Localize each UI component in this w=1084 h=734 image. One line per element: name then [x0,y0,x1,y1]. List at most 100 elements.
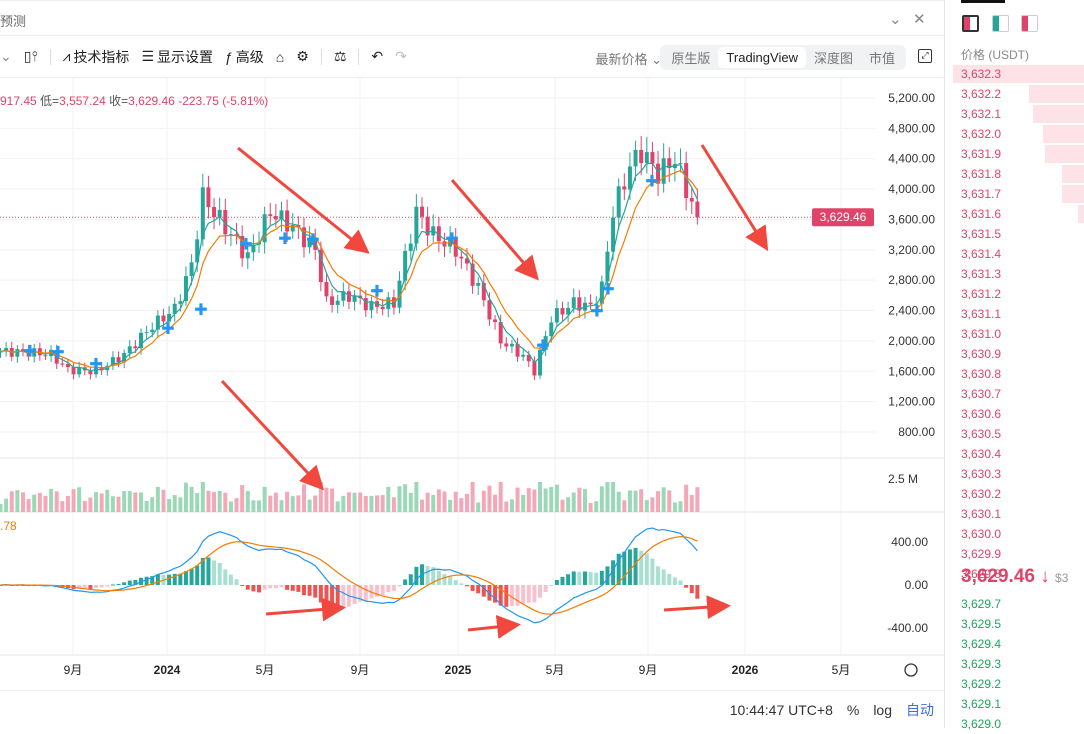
ask-row[interactable]: 3,631.1 [946,304,1084,324]
ask-row[interactable]: 3,631.7 [946,184,1084,204]
candle-type-button[interactable]: ▯⫯ [23,48,38,64]
candle [183,276,188,302]
candle [178,301,183,304]
candle [554,308,559,323]
ask-row[interactable]: 3,630.7 [946,384,1084,404]
candle [172,303,177,314]
candle [515,343,520,357]
bid-row[interactable]: 3,629.3 [946,654,1084,674]
template-icon[interactable]: ⌂ [275,48,285,65]
divider [320,48,322,65]
ask-row[interactable]: 3,630.8 [946,364,1084,384]
macd-histogram-bar [99,585,104,588]
macd-histogram-bar [122,582,127,585]
bid-row[interactable]: 3,629.0 [946,714,1084,734]
ask-row[interactable]: 3,631.4 [946,244,1084,264]
macd-histogram-bar [172,573,177,585]
volume-bar [285,491,290,512]
chevron-down-icon[interactable]: ⌄ [889,11,902,28]
redo-icon[interactable]: ↷ [395,48,407,64]
candle [330,296,335,305]
signal-marker: ✚ [445,231,458,248]
price-tick-label: 2,800.00 [888,273,935,287]
candle [639,149,644,164]
candle [470,263,475,286]
bid-row[interactable]: 3,629.4 [946,634,1084,654]
price-chart[interactable]: 5,200.00 4,800.00 4,400.00 4,000.00 3,600.00… [0,78,945,688]
ask-row[interactable]: 3,631.2 [946,284,1084,304]
macd-histogram-bar [133,579,138,585]
ask-row[interactable]: 3,630.1 [946,504,1084,524]
expand-icon[interactable]: ⤢ [918,49,932,63]
candle [228,234,233,236]
bids-view-icon[interactable] [992,15,1009,32]
ask-row[interactable]: 3,632.2 [946,84,1084,104]
ask-price: 3,632.0 [961,127,1002,141]
scale-icon[interactable]: ⚖ [333,48,347,64]
ask-row[interactable]: 3,630.0 [946,524,1084,544]
volume-bar [71,489,76,512]
indicators-button[interactable]: ⩘ 技术指标 [63,47,130,67]
macd-histogram-bar [639,550,644,585]
close-icon[interactable]: ✕ [913,11,926,28]
ask-row[interactable]: 3,632.3 [946,64,1084,84]
macd-histogram-bar [487,585,492,601]
macd-histogram-bar [318,585,323,603]
ask-row[interactable]: 3,631.8 [946,164,1084,184]
ask-row[interactable]: 3,630.9 [946,344,1084,364]
display-settings-button[interactable]: ☰ 显示设置 [141,47,213,67]
both-sides-view-icon[interactable] [962,15,979,32]
undo-icon[interactable]: ↶ [371,48,384,64]
bid-price: 3,629.1 [961,697,1002,711]
gear-icon[interactable]: ⚙ [296,48,309,64]
ask-row[interactable]: 3,630.3 [946,464,1084,484]
chart-panel: 预测 ⌄ ✕ ⌄ ▯⫯ ⩘ 技术指标 ☰ 显示设置 ƒ 高级 ⌂ ⚙ ⚖ ↶ ↷ 最新… [0,0,945,728]
ask-row[interactable]: 3,629.9 [946,544,1084,564]
volume-bar [633,490,638,512]
tab-depth[interactable]: 深度图 [813,51,853,66]
ask-row[interactable]: 3,630.2 [946,484,1084,504]
candle [493,319,498,323]
tab-native[interactable]: 原生版 [671,51,711,66]
bid-row[interactable]: 3,629.2 [946,674,1084,694]
volume-bar [639,489,644,512]
bid-price: 3,629.2 [961,677,1002,691]
volume-bar [330,488,335,512]
tab-market-cap[interactable]: 市值 [868,51,895,66]
chevron-down-icon[interactable]: ⌄ [0,48,12,64]
bid-row[interactable]: 3,629.7 [946,594,1084,614]
ask-row[interactable]: 3,631.0 [946,324,1084,344]
macd-tick-label: -400.00 [887,621,928,635]
bid-row[interactable]: 3,629.5 [946,614,1084,634]
volume-bar [183,482,188,512]
ask-row[interactable]: 3,631.9 [946,144,1084,164]
ask-row[interactable]: 3,631.3 [946,264,1084,284]
last-price-label: 3,629.46 [820,210,867,224]
percent-toggle[interactable]: % [846,701,860,718]
ask-row[interactable]: 3,632.0 [946,124,1084,144]
candle [279,210,284,220]
ask-row[interactable]: 3,631.6 [946,204,1084,224]
advanced-button[interactable]: ƒ 高级 [225,47,264,67]
macd-histogram-bar [431,567,436,585]
ask-row[interactable]: 3,632.1 [946,104,1084,124]
volume-bar [60,501,65,512]
bid-row[interactable]: 3,629.1 [946,694,1084,714]
ask-row[interactable]: 3,630.4 [946,444,1084,464]
ask-price: 3,630.0 [961,527,1002,541]
asks-view-icon[interactable] [1021,15,1038,32]
tab-tradingview[interactable]: TradingView [718,47,806,68]
candle [481,283,486,301]
candle [301,227,306,248]
volume-bar [577,487,582,512]
ask-row[interactable]: 3,630.5 [946,424,1084,444]
latest-price-select[interactable]: 最新价格 ⌄ [595,52,662,67]
ask-row[interactable]: 3,631.5 [946,224,1084,244]
bid-price: 3,629.3 [961,657,1002,671]
volume-bar [313,495,318,512]
log-toggle[interactable]: log [873,701,892,718]
ask-row[interactable]: 3,629.8 [946,564,1084,584]
ask-row[interactable]: 3,630.6 [946,404,1084,424]
candle [420,206,424,217]
auto-toggle[interactable]: 自动 [906,701,934,718]
